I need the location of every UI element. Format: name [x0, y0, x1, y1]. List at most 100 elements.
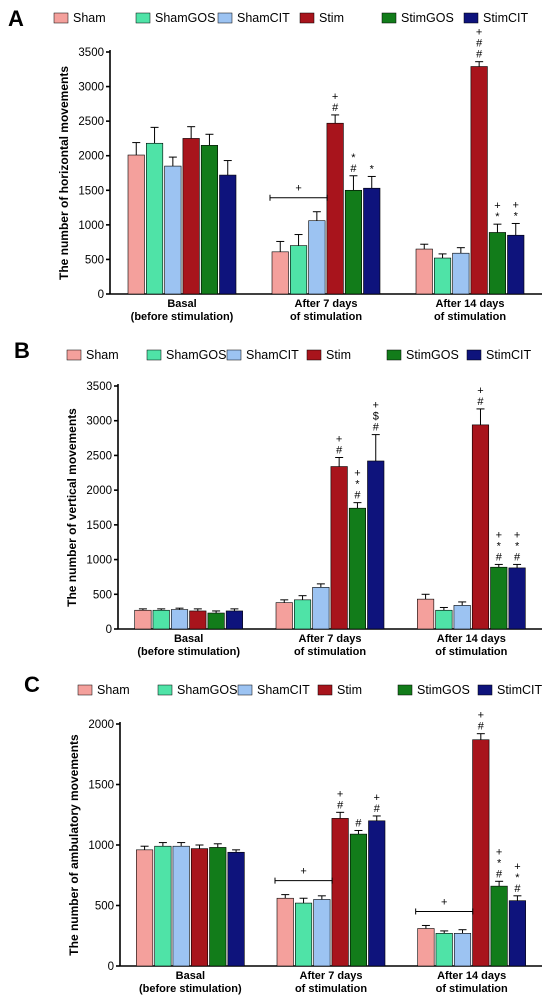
significance-dollar: $: [373, 411, 379, 423]
y-tick-label: 3000: [86, 416, 112, 428]
category-label: of stimulation: [434, 311, 506, 323]
y-tick-label: 2000: [78, 151, 104, 163]
bar-sham: [276, 897, 294, 967]
panel-letter: C: [24, 672, 40, 697]
significance-asterisk: *: [515, 540, 520, 552]
legend-label-stimgos: StimGOS: [406, 348, 459, 362]
bar-shamcit: [453, 933, 472, 967]
category-label: of stimulation: [436, 983, 508, 995]
legend-label-stim: Stim: [319, 11, 344, 25]
category-label: Basal: [176, 970, 205, 982]
legend-swatch-stimgos: [381, 12, 397, 24]
category-label: After 14 days: [437, 970, 506, 982]
bar-stimgos: [349, 833, 368, 967]
bar-stimcit: [219, 174, 237, 295]
legend-swatch-sham: [53, 12, 69, 24]
bar-sham: [417, 598, 435, 630]
y-tick-label: 2500: [86, 450, 112, 462]
legend-label-stimgos: StimGOS: [401, 11, 454, 25]
y-tick-label: 3500: [78, 47, 104, 59]
y-axis-label: The number of ambulatory movements: [67, 734, 81, 956]
significance-plus: +: [513, 199, 519, 211]
legend-swatch-shamcit: [226, 349, 242, 361]
significance-plus: +: [496, 529, 502, 541]
bar-stimgos: [344, 189, 363, 295]
y-tick-label: 0: [108, 961, 114, 973]
significance-hash: #: [476, 49, 483, 61]
legend-label-shamcit: ShamCIT: [246, 348, 299, 362]
bar-stimgos: [209, 847, 227, 967]
bar-stim: [189, 610, 207, 630]
y-tick-label: 0: [106, 624, 112, 636]
legend-swatch-shamgos: [135, 12, 151, 24]
bar-sham: [415, 248, 433, 295]
significance-plus: +: [374, 792, 380, 804]
significance-plus: +: [337, 788, 343, 800]
significance-hash: #: [350, 163, 357, 175]
bar-stimcit: [368, 820, 386, 967]
significance-hash: #: [514, 883, 521, 895]
significance-asterisk: *: [351, 152, 356, 164]
legend-label-sham: Sham: [73, 11, 106, 25]
significance-asterisk: *: [514, 210, 519, 222]
significance-hash: #: [332, 102, 339, 114]
y-tick-label: 1000: [78, 220, 104, 232]
bar-stim: [471, 424, 490, 630]
y-tick-label: 1000: [86, 555, 112, 567]
significance-plus: +: [373, 400, 379, 412]
bar-stimgos: [490, 885, 508, 967]
bar-stim: [326, 122, 344, 295]
bar-stim: [472, 739, 490, 967]
legend-label-stimgos: StimGOS: [417, 683, 470, 697]
legend-swatch-stim: [306, 349, 322, 361]
bar-shamgos: [154, 845, 172, 967]
bar-stim: [470, 66, 488, 295]
y-tick-label: 0: [98, 289, 104, 301]
category-label: of stimulation: [290, 311, 362, 323]
significance-hash: #: [478, 721, 485, 733]
significance-hash: #: [373, 422, 380, 434]
bar-stimcit: [363, 187, 381, 295]
significance-plus: +: [476, 27, 482, 39]
chart-panel-b: B Sham ShamGOS ShamCIT Stim StimGOS StimCIT 0 50…: [14, 338, 542, 658]
category-label: (before stimulation): [131, 311, 234, 323]
bar-stimcit: [367, 460, 385, 630]
significance-plus: +: [494, 200, 500, 212]
y-tick-label: 2000: [86, 485, 112, 497]
bar-shamcit: [164, 165, 182, 295]
legend-label-stim: Stim: [337, 683, 362, 697]
bar-shamgos: [293, 599, 312, 630]
legend-swatch-stimgos: [386, 349, 402, 361]
significance-hash: #: [477, 396, 484, 408]
bar-shamcit: [172, 845, 190, 967]
y-tick-label: 3500: [86, 381, 112, 393]
bar-stim: [190, 848, 209, 967]
category-label: Basal: [174, 633, 203, 645]
bar-sham: [417, 928, 435, 967]
bar-stimgos: [490, 566, 508, 630]
significance-asterisk: *: [497, 857, 502, 869]
legend-swatch-stimcit: [477, 684, 493, 696]
category-label: Basal: [167, 298, 196, 310]
bar-shamgos: [294, 902, 313, 967]
bar-shamcit: [170, 609, 189, 630]
bar-stimgos: [488, 232, 507, 295]
bar-stim: [331, 818, 349, 967]
significance-plus: +: [332, 91, 338, 103]
bar-stimcit: [508, 900, 526, 967]
y-axis-label: The number of vertical movements: [65, 408, 79, 607]
category-label: of stimulation: [295, 983, 367, 995]
category-label: (before stimulation): [139, 983, 242, 995]
legend-swatch-stim: [317, 684, 333, 696]
legend-swatch-stimgos: [397, 684, 413, 696]
significance-hash: #: [476, 38, 483, 50]
significance-plus: +: [477, 385, 483, 397]
significance-plus: +: [441, 896, 447, 908]
chart-panel-a: A Sham ShamGOS ShamCIT Stim StimGOS StimCIT 0 50…: [8, 6, 542, 323]
legend-label-shamgos: ShamGOS: [166, 348, 226, 362]
legend-swatch-sham: [77, 684, 93, 696]
significance-hash: #: [355, 817, 362, 829]
bar-stim: [330, 466, 348, 630]
category-label: After 7 days: [299, 633, 362, 645]
legend-swatch-shamgos: [157, 684, 173, 696]
